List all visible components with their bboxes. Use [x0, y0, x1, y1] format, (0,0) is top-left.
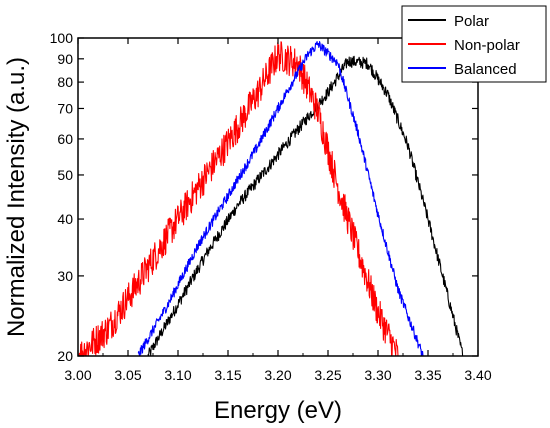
x-tick-label: 3.20 [264, 367, 291, 383]
ticks-layer: 3.00 3.05 3.10 3.15 3.20 3.25 3.30 3.35 3.40 20 30… [50, 30, 492, 383]
y-tick-label: 90 [57, 51, 73, 67]
legend: Polar Non-polar Balanced [401, 5, 547, 83]
y-tick-label: 70 [57, 100, 73, 116]
y-tick-label: 40 [57, 211, 73, 227]
y-tick-label: 30 [57, 268, 73, 284]
x-tick-label: 3.35 [414, 367, 441, 383]
x-tick-label: 3.10 [164, 367, 191, 383]
x-tick-label: 3.00 [64, 367, 91, 383]
x-tick-label: 3.25 [314, 367, 341, 383]
series-layer [77, 41, 464, 357]
y-tick-label: 60 [57, 131, 73, 147]
x-tick-label: 3.40 [464, 367, 491, 383]
series-line-polar [147, 55, 464, 357]
x-tick-label: 3.15 [214, 367, 241, 383]
legend-entry-label: Non-polar [454, 37, 520, 54]
y-tick-label: 20 [57, 348, 73, 364]
legend-entry-label: Polar [454, 13, 489, 30]
y-tick-label: 50 [57, 167, 73, 183]
y-tick-label: 100 [50, 30, 74, 46]
legend-entry-label: Balanced [454, 61, 517, 78]
y-axis-title: Normalized Intensity (a.u.) [3, 57, 30, 337]
y-tick-label: 80 [57, 74, 73, 90]
x-tick-label: 3.05 [114, 367, 141, 383]
series-line-non-polar [77, 41, 399, 357]
x-axis-title: Energy (eV) [214, 397, 342, 424]
plot-frame [77, 37, 479, 357]
series-line-balanced [137, 41, 424, 357]
x-tick-label: 3.30 [364, 367, 391, 383]
